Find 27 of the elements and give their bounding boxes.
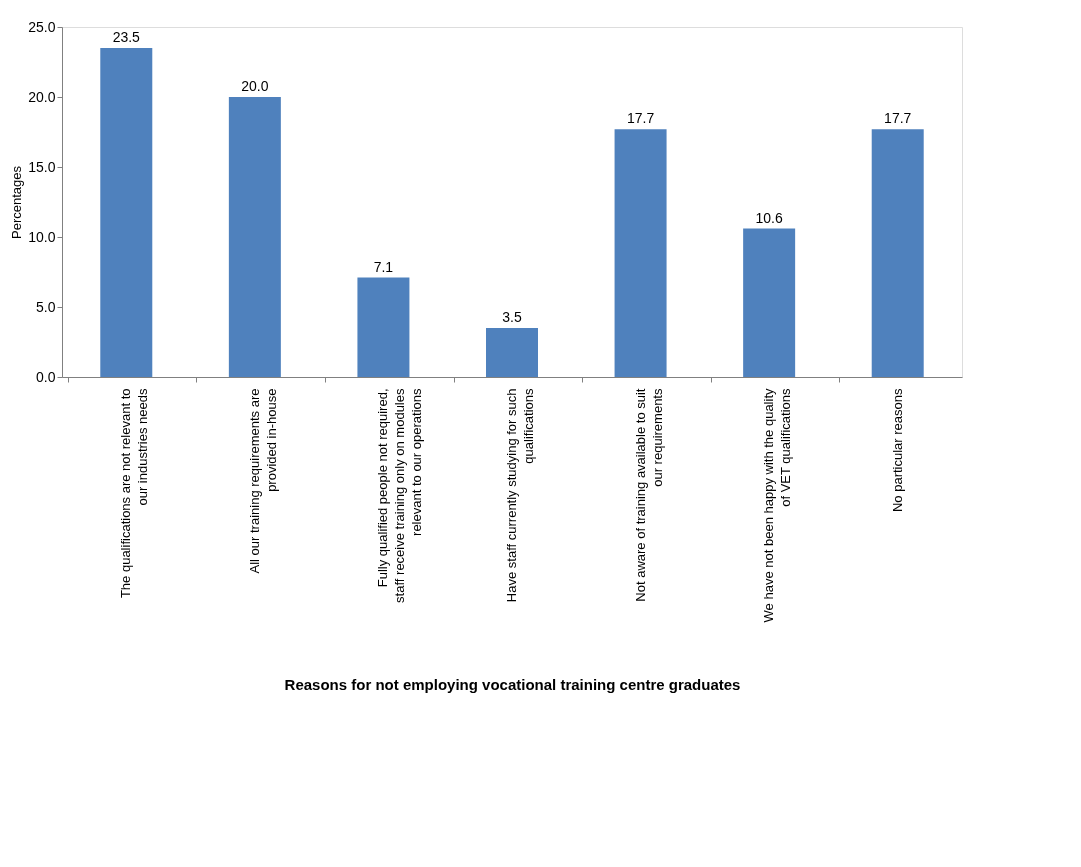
bar (871, 129, 924, 377)
bar (100, 48, 153, 377)
x-tick-label: All our training requirements are provided in-house (246, 388, 279, 574)
x-tick-label: No particular reasons (889, 388, 905, 513)
y-tick-label: 20.0 (28, 88, 56, 105)
x-axis-title: Reasons for not employing vocational training centre graduates (284, 675, 741, 693)
bar (614, 129, 667, 377)
x-tick-label: Have staff currently studying for such qualifications (504, 388, 536, 603)
data-label: 10.6 (755, 209, 783, 226)
y-tick-label: 5.0 (36, 298, 56, 315)
y-tick-label: 25.0 (28, 18, 56, 35)
data-label: 17.7 (884, 110, 912, 127)
y-tick-label: 10.0 (28, 228, 56, 245)
bar (357, 277, 410, 377)
bar (228, 97, 281, 377)
data-label: 20.0 (241, 78, 269, 94)
data-label: 7.1 (373, 258, 394, 275)
x-tick-label: Not aware of training available to suit our requirements (632, 388, 665, 602)
bar (486, 328, 538, 377)
data-label: 23.5 (112, 29, 141, 45)
data-label: 17.7 (626, 110, 655, 127)
y-tick-label: 15.0 (28, 158, 56, 175)
bar (743, 228, 796, 377)
y-tick-label: 0.0 (36, 368, 56, 385)
x-tick-label: The qualifications are not relevant to our industries needs (118, 388, 151, 599)
data-label: 3.5 (502, 309, 522, 325)
y-axis-title: Percentages (9, 165, 25, 239)
